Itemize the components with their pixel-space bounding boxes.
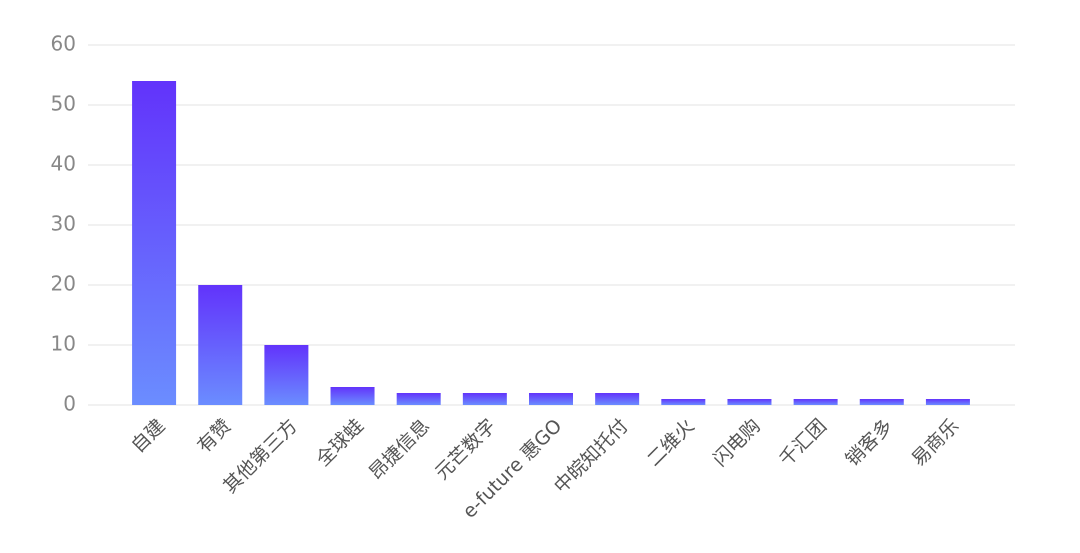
- bar: [462, 393, 507, 405]
- x-tick-label: 自建: [127, 415, 169, 457]
- bar: [198, 285, 243, 405]
- bar: [529, 393, 573, 405]
- x-tick-label: 千汇团: [775, 415, 831, 471]
- y-tick-label: 0: [63, 392, 76, 416]
- x-tick-label: 元芒数字: [431, 415, 500, 484]
- bar: [396, 393, 441, 405]
- x-tick-label: 闪电购: [709, 415, 765, 471]
- y-tick-label: 60: [51, 32, 76, 56]
- x-tick-label: 有赞: [193, 415, 235, 457]
- y-tick-label: 20: [51, 272, 76, 296]
- y-tick-label: 30: [51, 212, 76, 236]
- x-tick-label: 二维火: [643, 415, 699, 471]
- bar: [132, 81, 177, 405]
- bar: [595, 393, 640, 405]
- bar: [925, 399, 970, 405]
- x-tick-label: 易商乐: [907, 415, 963, 471]
- x-tick-label: 销客多: [841, 415, 897, 471]
- bar: [661, 399, 706, 405]
- y-tick-label: 10: [51, 332, 76, 356]
- bar: [859, 399, 904, 405]
- bar: [264, 345, 309, 405]
- bar: [793, 399, 838, 405]
- bar: [330, 387, 375, 405]
- y-tick-label: 40: [51, 152, 76, 176]
- x-tick-label: 全球蛙: [312, 415, 368, 471]
- y-tick-label: 50: [51, 92, 76, 116]
- bar: [727, 399, 772, 405]
- x-tick-label: 昂捷信息: [365, 415, 434, 484]
